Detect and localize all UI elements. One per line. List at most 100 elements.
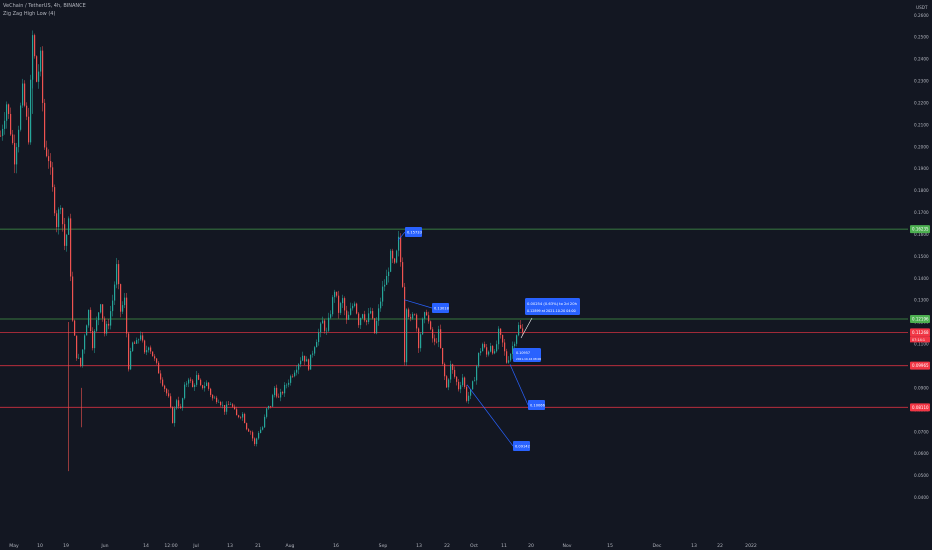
candle <box>248 429 250 432</box>
candle <box>178 400 180 407</box>
candle <box>210 388 212 395</box>
candle <box>226 404 228 412</box>
candle <box>316 342 318 348</box>
candle <box>244 413 246 424</box>
candle <box>318 332 320 343</box>
candle <box>274 387 276 396</box>
candle <box>84 335 86 350</box>
time-axis-tick: Oct <box>470 543 478 549</box>
time-axis-tick: 13 <box>227 543 233 549</box>
candle <box>52 167 54 188</box>
time-axis-tick: 21 <box>255 543 261 549</box>
candle <box>360 318 362 326</box>
candle <box>472 381 474 390</box>
candle <box>394 258 396 263</box>
indicator-label[interactable]: Zig Zag High Low (4) <box>3 11 56 17</box>
candle <box>514 343 516 347</box>
candle <box>16 147 18 165</box>
zigzag-label-text: 0.13018 <box>434 307 450 311</box>
zigzag-label[interactable] <box>528 400 545 410</box>
candle <box>2 128 4 136</box>
candle <box>368 313 370 322</box>
price-axis-tick: 0.0600 <box>914 451 929 456</box>
candle <box>452 364 454 370</box>
candle <box>496 344 498 352</box>
current-bar-label-text: 0.10957 <box>516 351 530 355</box>
candle <box>388 271 390 277</box>
candle <box>468 395 470 401</box>
candle <box>432 329 434 339</box>
candle <box>144 340 146 353</box>
candle <box>338 295 340 313</box>
candle <box>520 325 522 329</box>
candle <box>232 404 234 407</box>
candle <box>134 342 136 344</box>
candle <box>234 406 236 410</box>
candle <box>364 314 366 321</box>
candle <box>116 264 118 285</box>
candle <box>512 346 514 354</box>
candle <box>466 386 468 401</box>
candle <box>176 400 178 409</box>
candle <box>212 394 214 399</box>
candle <box>88 309 90 326</box>
projection-label[interactable] <box>525 298 580 315</box>
candle <box>462 377 464 386</box>
candle <box>76 335 78 359</box>
time-axis-tick: 12:00 <box>164 543 177 549</box>
candle <box>188 379 190 384</box>
candle <box>330 314 332 318</box>
zigzag-label[interactable] <box>405 227 422 237</box>
candle <box>156 358 158 363</box>
candle <box>258 432 260 439</box>
projection-label-text: 0.12899 at 2021-10-20 04:00 <box>527 309 576 313</box>
zigzag-label-text: 0.09142 <box>515 445 530 449</box>
candle <box>446 376 448 388</box>
candle <box>138 339 140 341</box>
zigzag-label[interactable] <box>513 441 530 451</box>
price-axis-tick: 0.2500 <box>914 35 929 40</box>
time-axis-tick: Nov <box>563 543 572 549</box>
candle <box>182 398 184 408</box>
price-axis-tick: 0.2300 <box>914 79 929 84</box>
chart-title: VeChain / TetherUS, 4h, BINANCE <box>3 3 86 9</box>
time-axis-tick: May <box>9 543 19 549</box>
candle <box>442 348 444 364</box>
price-axis-tick: 0.1500 <box>914 254 929 259</box>
candle <box>470 389 472 396</box>
candle <box>340 303 342 313</box>
candle <box>252 432 254 439</box>
candle <box>260 429 262 433</box>
time-axis-tick: 22 <box>444 543 450 549</box>
zigzag-label[interactable] <box>432 303 449 313</box>
candle <box>374 318 376 334</box>
candle <box>0 135 2 137</box>
candle <box>6 104 8 121</box>
candle <box>110 311 112 326</box>
candle <box>306 359 308 362</box>
candle <box>242 413 244 418</box>
candle <box>382 286 384 302</box>
candle <box>186 383 188 385</box>
candle <box>100 304 102 313</box>
time-axis-tick: 13 <box>416 543 422 549</box>
candle <box>498 328 500 345</box>
candle <box>270 405 272 407</box>
candle <box>332 297 334 315</box>
candle <box>458 381 460 390</box>
candle <box>230 404 232 405</box>
candle <box>440 329 442 349</box>
time-axis-tick: 20 <box>528 543 534 549</box>
current-bar-label[interactable] <box>513 348 541 362</box>
price-axis-tick: 0.0400 <box>914 495 929 500</box>
candle <box>346 310 348 320</box>
time-axis-tick: Aug <box>286 543 295 549</box>
candle <box>14 143 16 165</box>
candle <box>304 355 306 362</box>
price-axis-badge <box>910 403 930 412</box>
time-axis-tick: 2022 <box>745 543 757 549</box>
candle <box>422 318 424 335</box>
candle <box>22 83 24 106</box>
candle <box>90 309 92 332</box>
